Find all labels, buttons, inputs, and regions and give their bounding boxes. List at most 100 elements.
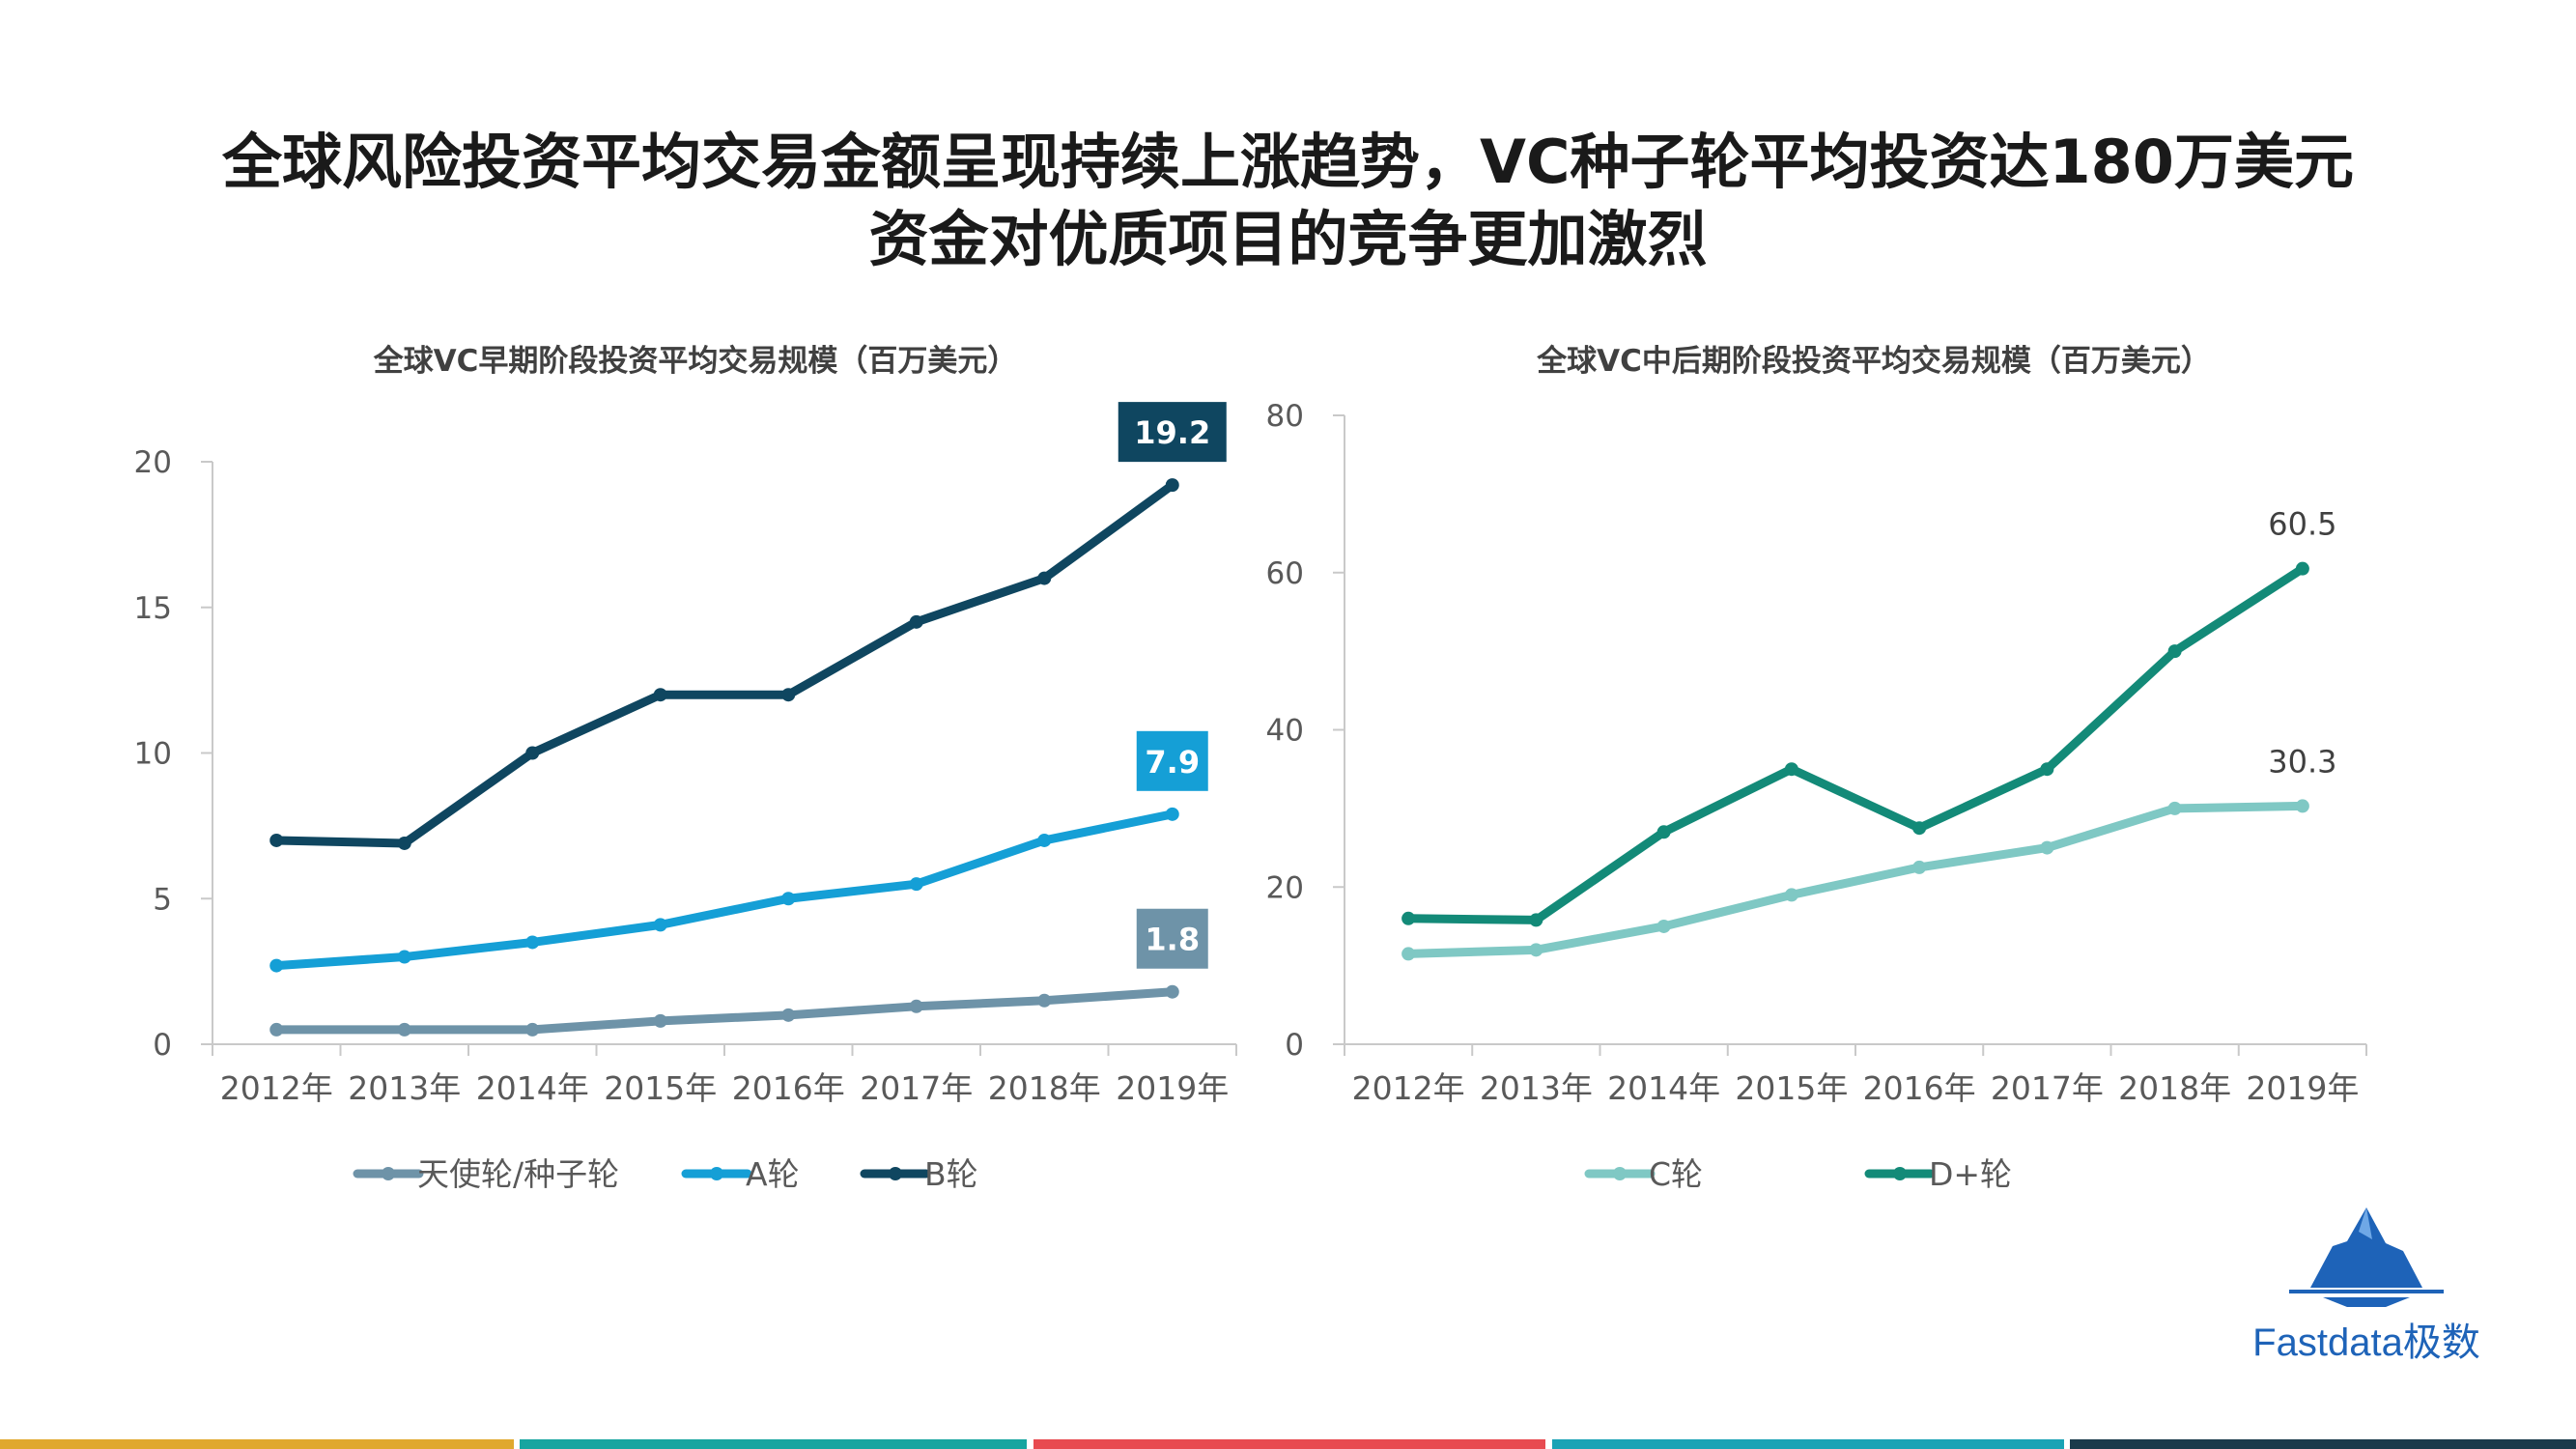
data-point	[397, 1022, 411, 1037]
data-label: 60.5	[2268, 506, 2336, 543]
x-tick-label: 2015年	[604, 1069, 717, 1107]
legend-label: C轮	[1649, 1155, 1703, 1193]
y-tick-label: 80	[1266, 399, 1304, 434]
data-point	[525, 746, 540, 760]
data-point	[909, 614, 923, 629]
data-point	[1037, 571, 1052, 585]
x-tick-label: 2017年	[860, 1069, 973, 1107]
legend-label: D+轮	[1929, 1155, 2012, 1193]
data-point	[2295, 561, 2309, 576]
data-point	[1656, 825, 1671, 839]
data-label-box	[1136, 908, 1208, 969]
data-point	[781, 892, 796, 906]
logo-text: Fastdata极数	[2252, 1321, 2480, 1364]
x-tick-label: 2015年	[1735, 1069, 1848, 1107]
legend-swatch-marker	[889, 1167, 902, 1180]
x-tick-label: 2012年	[220, 1069, 333, 1107]
data-point	[269, 833, 284, 847]
data-point	[1529, 913, 1543, 927]
iceberg-icon	[2289, 1208, 2444, 1307]
data-point	[1165, 984, 1179, 999]
series-line	[271, 987, 1177, 1035]
footer-bar-3	[1033, 1439, 1545, 1449]
data-point	[1037, 833, 1052, 847]
data-point	[781, 688, 796, 702]
series-line	[1403, 801, 2307, 958]
data-point	[653, 688, 667, 702]
data-point	[525, 935, 540, 950]
data-label-box	[1136, 730, 1208, 791]
data-point	[397, 836, 411, 850]
data-point	[269, 958, 284, 973]
data-point	[269, 1022, 284, 1037]
series-line	[271, 810, 1177, 971]
y-tick-label: 60	[1266, 556, 1304, 591]
y-tick-label: 0	[153, 1028, 172, 1063]
y-tick-label: 15	[134, 591, 172, 626]
legend-swatch-marker	[710, 1167, 723, 1180]
x-tick-label: 2016年	[732, 1069, 845, 1107]
headline-line-1: 全球风险投资平均交易金额呈现持续上涨趋势，VC种子轮平均投资达180万美元	[222, 127, 2354, 197]
data-point	[397, 950, 411, 964]
x-tick-label: 2017年	[1991, 1069, 2104, 1107]
data-point	[2295, 799, 2309, 813]
x-tick-label: 2019年	[2246, 1069, 2359, 1107]
x-tick-label: 2014年	[1607, 1069, 1720, 1107]
legend-swatch-marker	[1893, 1167, 1907, 1180]
legend-swatch-marker	[1613, 1167, 1627, 1180]
data-point	[1784, 762, 1798, 777]
data-point	[653, 1013, 667, 1028]
footer-bar-1	[0, 1439, 514, 1449]
series-line	[1403, 564, 2307, 924]
data-point	[2167, 801, 2182, 815]
data-point	[1401, 947, 1416, 961]
x-tick-label: 2013年	[1480, 1069, 1593, 1107]
footer-bar-4	[1552, 1439, 2064, 1449]
y-tick-label: 20	[1266, 870, 1304, 905]
x-tick-label: 2012年	[1352, 1069, 1465, 1107]
data-label: 1.8	[1145, 922, 1200, 958]
data-point	[1784, 888, 1798, 902]
data-point	[2040, 762, 2054, 777]
x-tick-label: 2018年	[2118, 1069, 2231, 1107]
data-label: 30.3	[2268, 743, 2336, 780]
legend-label: B轮	[924, 1155, 978, 1193]
data-point	[1912, 821, 1927, 836]
data-point	[1912, 860, 1927, 874]
data-point	[525, 1022, 540, 1037]
series-line	[271, 480, 1177, 848]
headline: 全球风险投资平均交易金额呈现持续上涨趋势，VC种子轮平均投资达180万美元 资金…	[0, 124, 2576, 278]
footer-bar-5	[2070, 1439, 2576, 1449]
x-tick-label: 2013年	[348, 1069, 461, 1107]
y-tick-label: 5	[153, 882, 172, 917]
logo: Fastdata极数	[2231, 1203, 2502, 1367]
x-tick-label: 2014年	[476, 1069, 589, 1107]
x-tick-label: 2018年	[988, 1069, 1101, 1107]
data-point	[909, 999, 923, 1013]
data-point	[2040, 840, 2054, 855]
data-point	[2167, 644, 2182, 659]
legend-label: 天使轮/种子轮	[417, 1155, 619, 1193]
data-point	[1037, 993, 1052, 1008]
y-tick-label: 40	[1266, 714, 1304, 749]
legend-label: A轮	[746, 1155, 800, 1193]
data-point	[781, 1008, 796, 1022]
y-tick-label: 20	[134, 445, 172, 480]
data-point	[653, 918, 667, 932]
data-point	[1401, 911, 1416, 925]
chart-title-early-stage: 全球VC早期阶段投资平均交易规模（百万美元）	[373, 344, 1018, 379]
x-tick-label: 2019年	[1116, 1069, 1229, 1107]
data-point	[1529, 943, 1543, 957]
data-point	[1165, 478, 1179, 493]
y-tick-label: 10	[134, 737, 172, 772]
legend-swatch-marker	[382, 1167, 395, 1180]
y-tick-label: 0	[1285, 1028, 1304, 1063]
data-point	[1656, 919, 1671, 933]
footer-bar-2	[520, 1439, 1027, 1449]
headline-line-2: 资金对优质项目的竞争更加激烈	[868, 204, 1708, 274]
chart-title-late-stage: 全球VC中后期阶段投资平均交易规模（百万美元）	[1537, 344, 2211, 379]
data-point	[909, 877, 923, 892]
data-label: 19.2	[1134, 414, 1210, 451]
data-label: 7.9	[1145, 744, 1200, 781]
